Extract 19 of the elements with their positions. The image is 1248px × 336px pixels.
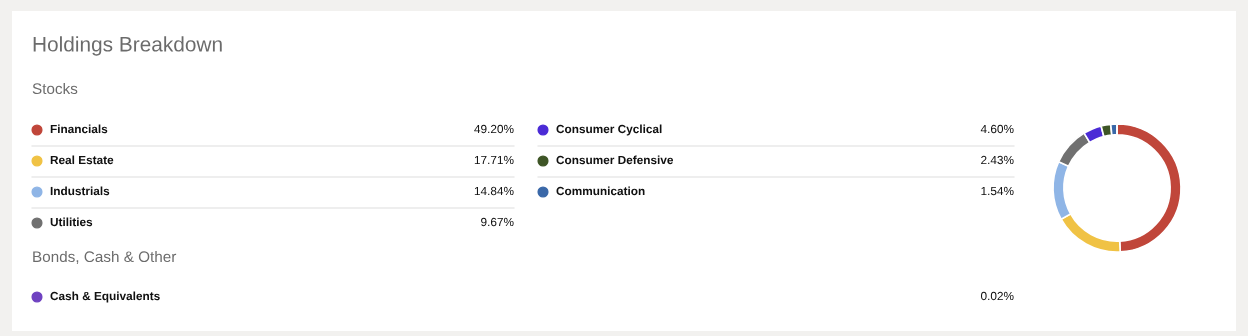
data-label: 9.67% xyxy=(481,217,514,227)
legend-label: Financials xyxy=(50,124,108,134)
data-label: 4.60% xyxy=(980,124,1014,134)
legend-label: Communication xyxy=(556,186,645,196)
legend-label: Real Estate xyxy=(50,155,114,165)
data-label: 0.02% xyxy=(980,291,1014,301)
text: Bonds, Cash & Other xyxy=(33,250,177,264)
legend-label: Industrials xyxy=(50,186,110,196)
data-label: 1.54% xyxy=(981,186,1014,196)
data-label: 17.71% xyxy=(474,155,514,165)
data-label: 2.43% xyxy=(981,155,1014,165)
chart-subtitle: Stocks xyxy=(32,82,78,95)
legend-label: Consumer Defensive xyxy=(556,155,674,165)
legend-label: Consumer Cyclical xyxy=(556,124,662,136)
legend-label: Cash & Equivalents xyxy=(50,291,160,303)
data-label: 14.84% xyxy=(474,186,514,196)
chart-title: Holdings Breakdown xyxy=(33,36,222,56)
legend-label: Utilities xyxy=(50,217,93,227)
data-label: 49.20% xyxy=(474,124,514,134)
